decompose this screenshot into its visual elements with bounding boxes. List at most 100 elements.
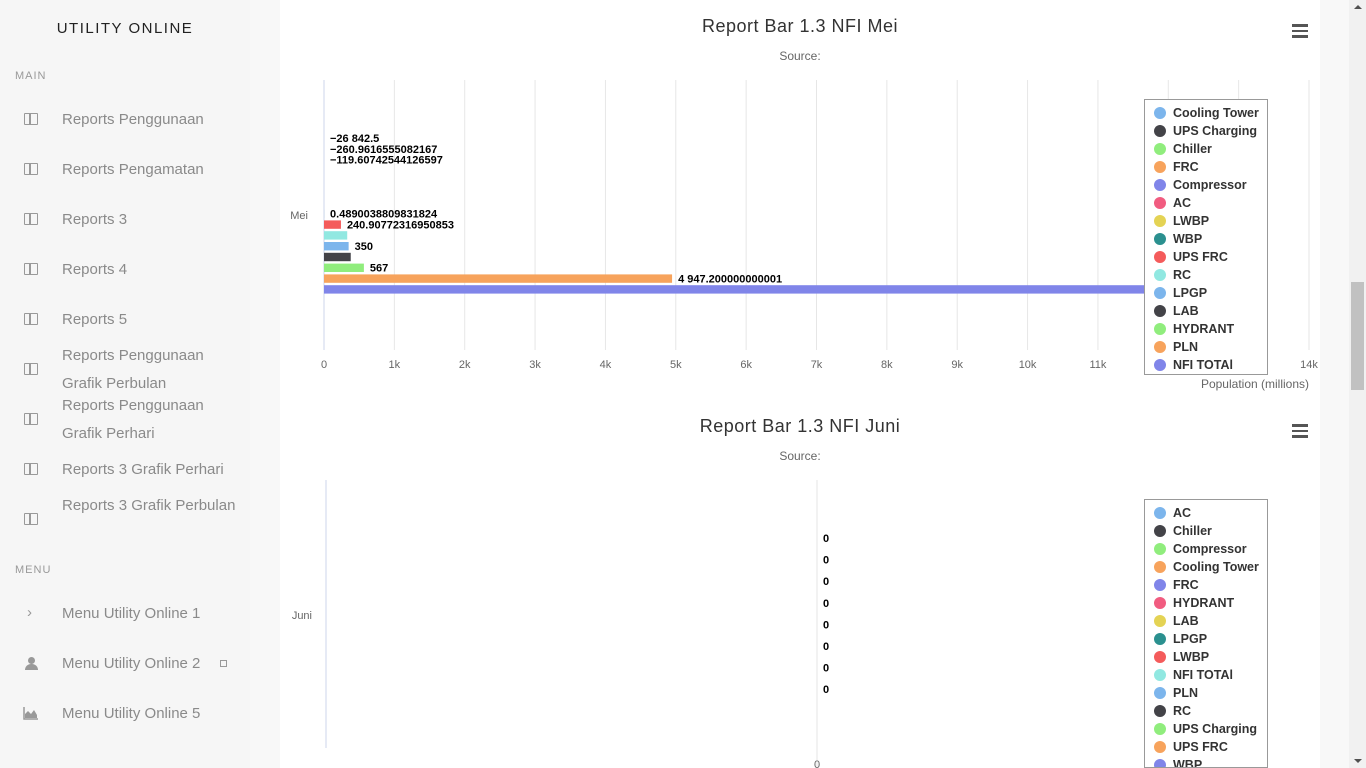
- bar: [324, 220, 341, 229]
- chart-menu-button[interactable]: [1292, 24, 1308, 41]
- table-icon: [24, 213, 38, 225]
- x-tick-label: 10k: [1019, 359, 1037, 371]
- legend-item[interactable]: UPS Charging: [1145, 720, 1267, 738]
- legend-item[interactable]: PLN: [1145, 338, 1267, 356]
- legend-marker-icon: [1154, 651, 1166, 663]
- data-label: 350: [355, 241, 373, 253]
- sidebar-item-label: Reports Penggunaan Grafik Perbulan: [62, 347, 204, 392]
- legend-item[interactable]: Chiller: [1145, 522, 1267, 540]
- legend-item[interactable]: Compressor: [1145, 540, 1267, 558]
- legend-item[interactable]: RC: [1145, 266, 1267, 284]
- legend-marker-icon: [1154, 507, 1166, 519]
- bar: [324, 285, 1169, 294]
- legend-item[interactable]: NFI TOTAl: [1145, 356, 1267, 374]
- sidebar-item-label: Menu Utility Online 5: [62, 705, 201, 722]
- legend-item[interactable]: LAB: [1145, 302, 1267, 320]
- page-scrollbar[interactable]: [1349, 0, 1366, 768]
- chart-menu-button[interactable]: [1292, 424, 1308, 441]
- legend-marker-icon: [1154, 107, 1166, 119]
- legend-item[interactable]: UPS FRC: [1145, 738, 1267, 756]
- legend-label: Cooling Tower: [1173, 106, 1259, 120]
- legend-item[interactable]: RC: [1145, 702, 1267, 720]
- legend-item[interactable]: UPS FRC: [1145, 248, 1267, 266]
- legend-item[interactable]: Chiller: [1145, 140, 1267, 158]
- legend-label: RC: [1173, 704, 1192, 718]
- legend-item[interactable]: FRC: [1145, 158, 1267, 176]
- sidebar-item-label: Reports 3 Grafik Perbulan: [62, 497, 236, 514]
- legend-marker-icon: [1154, 615, 1166, 627]
- legend-marker-icon: [1154, 197, 1166, 209]
- legend-item[interactable]: LAB: [1145, 612, 1267, 630]
- x-tick-label: 4k: [600, 359, 612, 371]
- legend-marker-icon: [1154, 233, 1166, 245]
- legend-marker-icon: [1154, 705, 1166, 717]
- legend-item[interactable]: WBP: [1145, 230, 1267, 248]
- legend-item[interactable]: WBP: [1145, 756, 1267, 768]
- legend-item[interactable]: HYDRANT: [1145, 320, 1267, 338]
- legend-marker-icon: [1154, 359, 1166, 371]
- chart-legend: Cooling Tower UPS Charging Chiller FRC Compr…: [1144, 99, 1268, 375]
- scroll-down-icon[interactable]: [1354, 759, 1362, 763]
- legend-item[interactable]: PLN: [1145, 684, 1267, 702]
- x-tick-label: 9k: [951, 359, 963, 371]
- legend-marker-icon: [1154, 215, 1166, 227]
- x-tick-label: 1k: [389, 359, 401, 371]
- legend-item[interactable]: AC: [1145, 504, 1267, 522]
- legend-item[interactable]: HYDRANT: [1145, 594, 1267, 612]
- data-label: 0: [823, 619, 829, 631]
- legend-label: UPS FRC: [1173, 740, 1228, 754]
- legend-label: LAB: [1173, 614, 1199, 628]
- table-icon: [24, 113, 38, 125]
- x-tick-label: 6k: [740, 359, 752, 371]
- expand-icon: [220, 660, 227, 667]
- legend-item[interactable]: AC: [1145, 194, 1267, 212]
- sidebar-item-label: Reports 4: [62, 261, 128, 278]
- sidebar-item-label: Menu Utility Online 1: [62, 605, 201, 622]
- legend-label: WBP: [1173, 758, 1203, 768]
- legend-label: AC: [1173, 506, 1192, 520]
- bar: [324, 252, 351, 262]
- legend-item[interactable]: LPGP: [1145, 630, 1267, 648]
- legend-marker-icon: [1154, 179, 1166, 191]
- legend-marker-icon: [1154, 633, 1166, 645]
- legend-item[interactable]: Cooling Tower: [1145, 104, 1267, 122]
- legend-item[interactable]: LPGP: [1145, 284, 1267, 302]
- legend-marker-icon: [1154, 723, 1166, 735]
- scrollbar-thumb[interactable]: [1351, 282, 1364, 390]
- legend-item[interactable]: LWBP: [1145, 648, 1267, 666]
- legend-item[interactable]: Compressor: [1145, 176, 1267, 194]
- legend-item[interactable]: UPS Charging: [1145, 122, 1267, 140]
- brand-title[interactable]: UTILITY ONLINE: [56, 20, 194, 37]
- legend-item[interactable]: Cooling Tower: [1145, 558, 1267, 576]
- sidebar-item-label: Reports Penggunaan: [62, 111, 204, 128]
- legend-item[interactable]: LWBP: [1145, 212, 1267, 230]
- legend-label: UPS Charging: [1173, 124, 1258, 138]
- legend-label: LAB: [1173, 304, 1199, 318]
- sidebar-item-label: Menu Utility Online 2: [62, 655, 201, 672]
- legend-marker-icon: [1154, 305, 1166, 317]
- data-label: 240.90772316950853: [347, 219, 454, 231]
- legend-label: UPS FRC: [1173, 250, 1228, 264]
- legend-marker-icon: [1154, 687, 1166, 699]
- legend-label: FRC: [1173, 578, 1199, 592]
- legend-item[interactable]: FRC: [1145, 576, 1267, 594]
- legend-label: Compressor: [1173, 178, 1247, 192]
- data-label: 0: [823, 598, 829, 610]
- sidebar-item-label: Reports 3: [62, 211, 128, 228]
- y-category-label: Mei: [290, 210, 308, 222]
- x-axis-title: Population (millions): [1201, 377, 1309, 391]
- legend-label: LWBP: [1173, 650, 1210, 664]
- legend-label: LWBP: [1173, 214, 1210, 228]
- scroll-up-icon[interactable]: [1354, 5, 1362, 9]
- table-icon: [24, 413, 38, 425]
- legend-item[interactable]: NFI TOTAl: [1145, 666, 1267, 684]
- table-icon: [24, 513, 38, 525]
- legend-marker-icon: [1154, 669, 1166, 681]
- chart-panel-juni: Report Bar 1.3 NFI Juni Source: 0 Juni 0 0 0…: [280, 400, 1320, 768]
- chevron-right-icon: ›: [27, 604, 32, 621]
- data-label: 0: [823, 576, 829, 588]
- legend-marker-icon: [1154, 269, 1166, 281]
- x-tick-label: 2k: [459, 359, 471, 371]
- data-label: −26 842.5: [330, 133, 379, 145]
- legend-label: UPS Charging: [1173, 722, 1258, 736]
